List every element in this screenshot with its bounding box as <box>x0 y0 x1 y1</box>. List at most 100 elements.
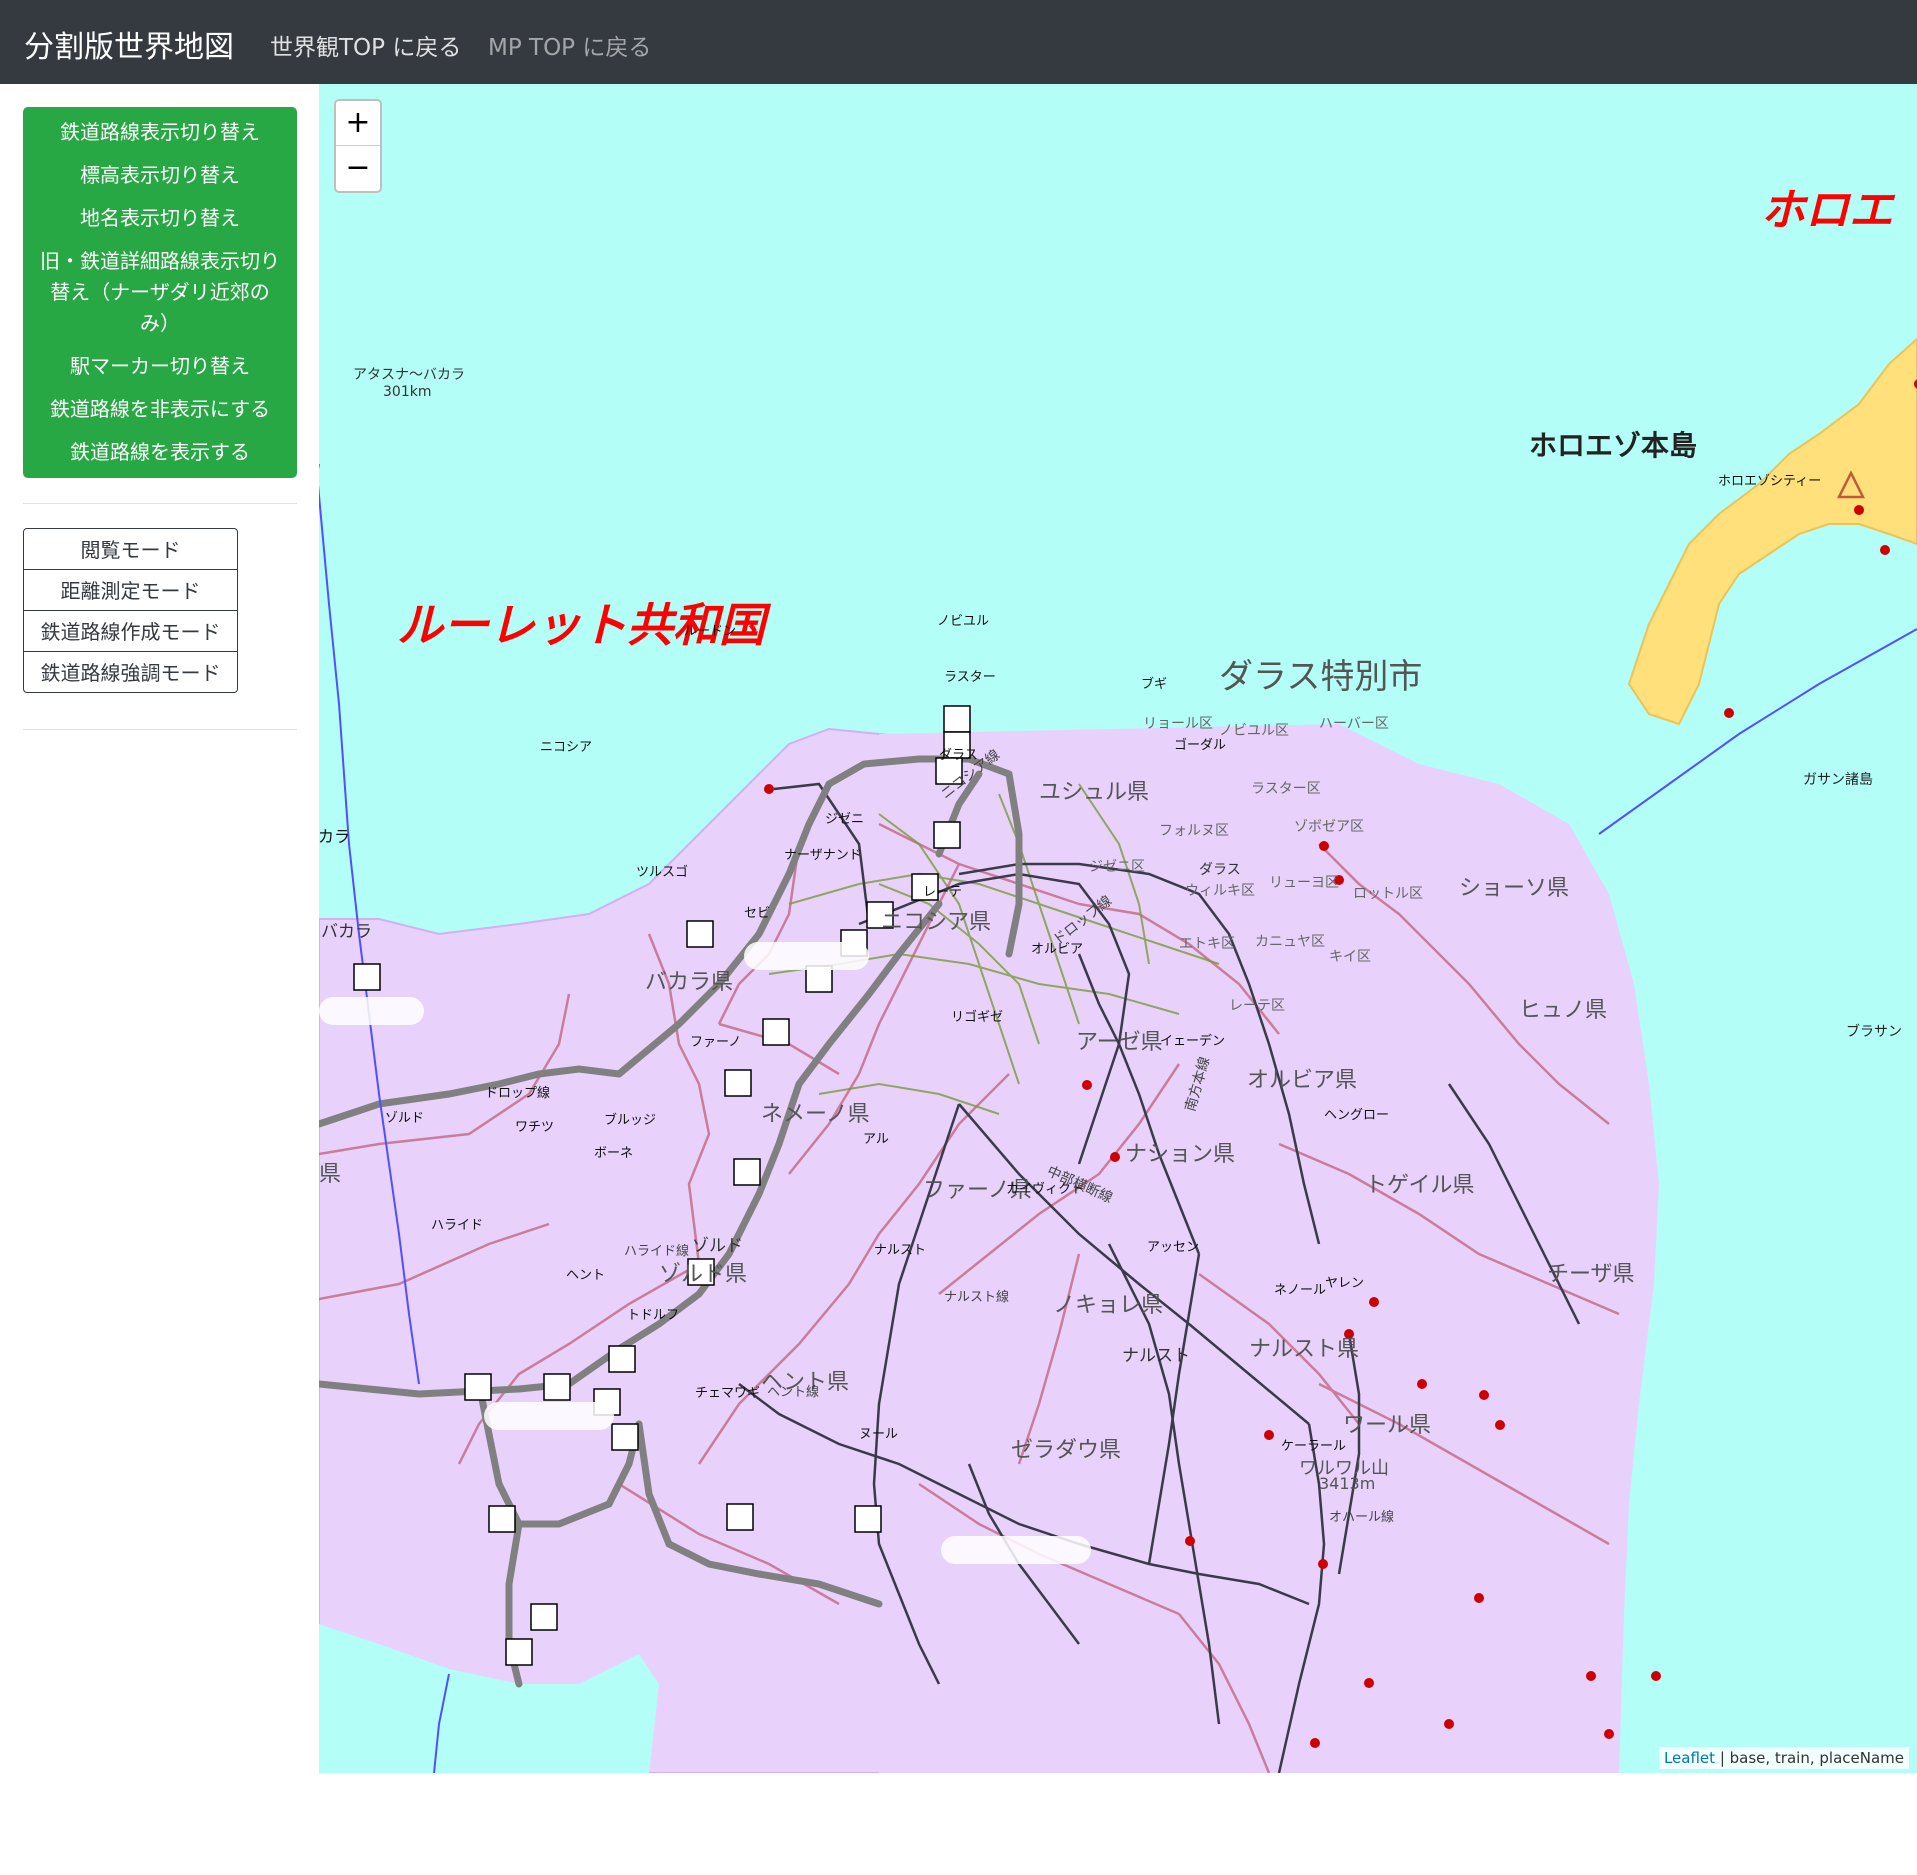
country-label-horoe: ホロエ <box>1761 185 1893 236</box>
station-label: ダラス <box>939 748 978 763</box>
station-label: ラスター <box>944 670 996 685</box>
ward-label: ジゼニ区 <box>1089 859 1145 875</box>
island-label-gasan: ガサン諸島 <box>1803 772 1873 788</box>
toggle-place-names-button[interactable]: 地名表示切り替え <box>80 206 240 230</box>
prefecture-borders <box>319 822 1620 1773</box>
prefecture-label: トゲイル県 <box>1365 1173 1475 1198</box>
rail-highlight-mode-button[interactable]: 鉄道路線強調モード <box>23 651 238 693</box>
line-label: ハライド線 <box>624 1244 690 1259</box>
toggle-old-detailed-lines-button[interactable]: 旧・鉄道詳細路線表示切り替え（ナーザダリ近郊のみ） <box>40 249 280 335</box>
ward-label: ノビユル区 <box>1219 723 1289 739</box>
attribution-text: | base, train, placeName <box>1715 1749 1904 1767</box>
toggle-elevation-button[interactable]: 標高表示切り替え <box>80 163 240 187</box>
map-canvas[interactable] <box>319 84 1917 1773</box>
station-badge-text: ダラス <box>1199 862 1241 878</box>
toggle-rail-lines-button[interactable]: 鉄道路線表示切り替え <box>60 120 260 144</box>
station-label: ドロップ線 <box>485 1086 551 1101</box>
station-badge-text: ゾルド <box>692 1236 743 1256</box>
station-label: ボーネ <box>594 1146 634 1161</box>
hide-rail-lines-button[interactable]: 鉄道路線を非表示にする <box>49 397 271 421</box>
rail-create-mode-button[interactable]: 鉄道路線作成モード <box>23 610 238 652</box>
station-label: ネノール <box>1274 1283 1327 1298</box>
station-label: ワチツ <box>515 1120 555 1135</box>
ward-label: リョール区 <box>1143 716 1213 732</box>
mountain-height: 3413m <box>1319 1474 1376 1493</box>
station-label: バカラ <box>319 827 351 846</box>
divider <box>23 503 297 504</box>
island-label-brasan: ブラサン <box>1846 1024 1902 1040</box>
zoom-control: + − <box>334 99 382 193</box>
southwest-bay <box>319 1624 659 1773</box>
line-label: ヘント線 <box>767 1385 820 1400</box>
prefecture-label: ユシュル県 <box>1039 780 1150 805</box>
station-label: トドルフ <box>627 1308 680 1323</box>
prefecture-label: チーザ県 <box>1547 1262 1635 1287</box>
station-label: ヤレン <box>1325 1276 1365 1291</box>
station-label: ヘングロー <box>1324 1108 1390 1123</box>
prefecture-label: ショーソ県 <box>1459 876 1570 901</box>
station-label: ノビユル <box>937 614 990 629</box>
station-badge-text: バカラ <box>321 922 372 942</box>
station-label: ナーザナンド <box>784 848 862 863</box>
prefecture-label: バカラ県 <box>645 970 734 995</box>
distance-mode-button[interactable]: 距離測定モード <box>23 569 238 611</box>
distance-value: 301km <box>383 384 432 400</box>
ward-label: ウィルキ区 <box>1185 883 1255 899</box>
station-label: ケーラール <box>1281 1439 1347 1454</box>
nav-link-world-top[interactable]: 世界観TOP に戻る <box>270 35 462 61</box>
prefecture-label: ファーノ県 <box>923 1178 1032 1203</box>
station-label: ナルスト <box>874 1243 927 1258</box>
prefecture-label: ナション県 <box>1125 1142 1236 1167</box>
station-label: チェマワギ <box>695 1386 761 1401</box>
rail-lines-thin <box>738 782 1581 1773</box>
zoom-out-button[interactable]: − <box>345 150 371 185</box>
station-label: ブルッジ <box>604 1113 657 1128</box>
toggle-button-group: 鉄道路線表示切り替え 標高表示切り替え 地名表示切り替え 旧・鉄道詳細路線表示切… <box>23 107 297 478</box>
zoom-in-button[interactable]: + <box>336 101 380 146</box>
line-label: オハール線 <box>1329 1510 1395 1525</box>
prefecture-label: ナルスト県 <box>1249 1337 1360 1362</box>
station-label: ルードン <box>684 624 737 639</box>
station-label: ジゼニ <box>825 812 865 827</box>
prefecture-label: ワール県 <box>1343 1413 1432 1438</box>
station-badge-text: ナルスト <box>1122 1346 1190 1366</box>
station-label: オルビア <box>1031 942 1084 957</box>
station-label: アッセン <box>1147 1240 1200 1255</box>
leaflet-link[interactable]: Leaflet <box>1663 1749 1716 1767</box>
station-label: ツルスゴ <box>636 865 689 880</box>
ward-label: ゾボゼア区 <box>1294 819 1364 835</box>
ward-label: エトキ区 <box>1179 936 1235 952</box>
island-label-main: ホロエゾ本島 <box>1529 429 1698 462</box>
mode-button-group: 閲覧モード 距離測定モード 鉄道路線作成モード 鉄道路線強調モード <box>23 528 238 693</box>
map-attribution: Leaflet | base, train, placeName <box>1658 1747 1909 1769</box>
line-label: ナルスト線 <box>944 1290 1010 1305</box>
station-label: セビ <box>744 906 771 921</box>
toggle-station-markers-button[interactable]: 駅マーカー切り替え <box>70 354 250 378</box>
ward-label: ロットル区 <box>1353 886 1423 902</box>
station-label: ブギ <box>1141 677 1168 692</box>
ward-label: リューヨ区 <box>1269 875 1339 891</box>
station-label: ヘント <box>566 1268 606 1283</box>
station-label: ゾルド <box>385 1111 425 1126</box>
view-mode-button[interactable]: 閲覧モード <box>23 528 238 570</box>
mainland-east <box>879 724 1659 1773</box>
prefecture-label: ネメーノ県 <box>761 1102 870 1127</box>
nav-link-mp-top[interactable]: MP TOP に戻る <box>488 35 652 61</box>
mountain-label: ワルワル山 <box>1299 1458 1389 1479</box>
station-label: ハライド <box>431 1218 484 1233</box>
brand-title[interactable]: 分割版世界地図 <box>24 30 234 65</box>
ward-label: ハーバー区 <box>1319 716 1389 732</box>
prefecture-label: 県 <box>319 1162 342 1187</box>
station-badges <box>319 942 1091 1564</box>
special-city-label: ダラス特別市 <box>1219 657 1423 697</box>
station-label: レーテ <box>923 885 963 900</box>
station-label: ファーノ <box>690 1035 742 1050</box>
station-label: カイヴィクト <box>1006 1182 1085 1197</box>
station-label: イェーデン <box>1160 1034 1226 1049</box>
prefecture-label: ノキョレ県 <box>1053 1293 1164 1318</box>
map-view[interactable]: アタスナ～バカラ 301km ルーレット共和国 ホロエ ホロエゾ本島 ガサン諸島… <box>319 84 1917 1773</box>
ward-label: キイ区 <box>1329 949 1371 965</box>
prefecture-label: ヒュノ県 <box>1519 998 1608 1023</box>
mountain-marker-icon <box>1836 470 1866 499</box>
show-rail-lines-button[interactable]: 鉄道路線を表示する <box>70 440 250 464</box>
